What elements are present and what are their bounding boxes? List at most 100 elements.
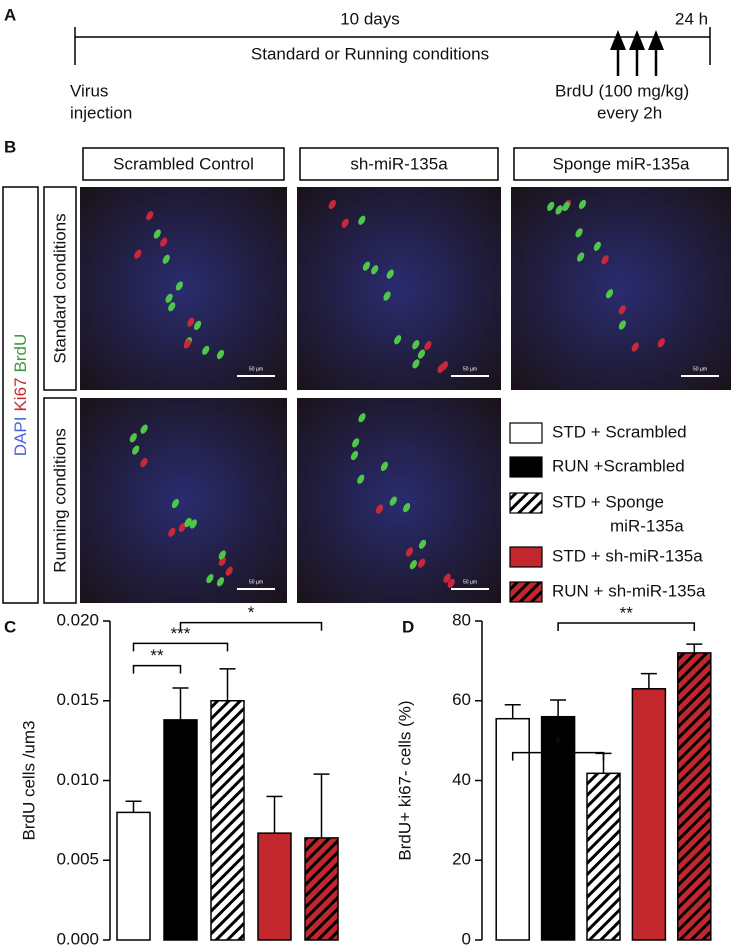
- cell: [371, 265, 379, 275]
- cell: [578, 199, 587, 209]
- cell: [601, 255, 609, 265]
- panel-letter: D: [402, 617, 414, 636]
- cell: [417, 349, 426, 359]
- significance-bracket: [557, 622, 696, 631]
- cell: [383, 291, 391, 301]
- row-label-box: [43, 397, 77, 604]
- y-tick-label: 60: [452, 690, 471, 709]
- cell: [405, 547, 414, 557]
- cell: [168, 302, 176, 312]
- cell: [447, 578, 455, 588]
- stain-name: Ki67: [11, 378, 30, 412]
- y-tick-label: 80: [452, 610, 471, 629]
- significance-label: **: [620, 603, 634, 622]
- brdu-arrows: [610, 30, 664, 76]
- cell: [216, 349, 225, 360]
- cell: [577, 252, 585, 262]
- cell: [153, 229, 161, 239]
- cell: [341, 218, 349, 228]
- cell: [225, 566, 233, 576]
- panel-letter: B: [4, 137, 16, 156]
- legend-label: STD + sh-miR-135a: [552, 546, 703, 565]
- legend-swatch: [509, 456, 543, 478]
- stain-name: DAPI: [11, 417, 30, 457]
- legend: STD + Scrambled RUN +Scrambled STD + Spong…: [509, 422, 706, 603]
- significance-bracket: [511, 751, 605, 761]
- cell: [362, 261, 371, 271]
- scale-label: 50 µm: [249, 579, 263, 585]
- scale-label: 50 µm: [693, 366, 707, 372]
- start-event: Virus: [70, 81, 108, 100]
- y-axis-label: BrdU+ ki67- cells (%): [395, 700, 414, 860]
- scale-label: 50 µm: [463, 366, 477, 372]
- bar: [586, 772, 621, 941]
- cell: [187, 317, 195, 327]
- cell: [547, 201, 555, 211]
- cell: [412, 359, 420, 369]
- cell: [178, 522, 186, 532]
- legend-swatch: [509, 546, 543, 568]
- stain-name: BrdU: [11, 334, 30, 373]
- y-tick-label: 0.005: [56, 850, 99, 869]
- cell: [132, 445, 140, 455]
- micrograph: [297, 398, 501, 603]
- cell: [175, 281, 184, 291]
- y-tick-label: 20: [452, 850, 471, 869]
- cell: [129, 433, 137, 443]
- stain-label: DAPI Ki67 BrdU: [11, 334, 30, 456]
- legend-swatch: [509, 581, 543, 603]
- cell: [386, 269, 394, 279]
- cell: [424, 340, 432, 351]
- cell: [618, 320, 627, 330]
- cell: [146, 211, 154, 221]
- cell: [409, 560, 417, 570]
- cell: [562, 201, 570, 212]
- cell: [358, 413, 366, 423]
- cell: [162, 254, 170, 264]
- column-header-box: [82, 147, 285, 181]
- y-axis-label: BrdU cells /um3: [19, 721, 38, 841]
- bar: [304, 837, 339, 941]
- scale-label: 50 µm: [249, 366, 263, 372]
- micrographs: Scrambled Control sh-miR-135a Sponge miR-1…: [2, 147, 731, 604]
- cell: [418, 539, 427, 549]
- cell: [189, 519, 197, 529]
- cell: [394, 335, 402, 345]
- scale-label: 50 µm: [463, 579, 477, 585]
- brdu-interval: every 2h: [597, 103, 662, 122]
- cell: [352, 438, 360, 448]
- legend-label: RUN +Scrambled: [552, 456, 685, 475]
- cell: [631, 342, 639, 352]
- cell: [160, 237, 168, 247]
- cell: [357, 474, 365, 484]
- row-label: Standard conditions: [50, 213, 69, 363]
- legend-label: miR-135a: [610, 516, 684, 535]
- bar: [163, 719, 198, 941]
- legend-swatch: [509, 492, 543, 514]
- cell: [575, 228, 583, 238]
- cell: [375, 504, 384, 514]
- cell: [206, 573, 214, 584]
- legend-label: STD + Sponge: [552, 492, 664, 511]
- cell: [216, 577, 225, 587]
- cell: [437, 363, 445, 374]
- cell: [555, 205, 563, 215]
- cell: [418, 558, 426, 568]
- row-label-box: [43, 186, 77, 391]
- cell: [657, 338, 665, 348]
- cell: [350, 450, 359, 461]
- brdu-dose: BrdU (100 mg/kg): [555, 81, 689, 100]
- column-header-box: [513, 147, 729, 181]
- y-tick-label: 0.000: [56, 929, 99, 948]
- cell: [202, 345, 210, 355]
- cell: [140, 424, 148, 434]
- legend-label: RUN + sh-miR-135a: [552, 581, 706, 600]
- bar: [257, 832, 292, 941]
- cell: [168, 527, 176, 537]
- bar: [631, 688, 667, 941]
- y-tick-label: 0.015: [56, 690, 99, 709]
- micrograph: [80, 398, 287, 603]
- cell: [171, 498, 180, 509]
- legend-label: STD + Scrambled: [552, 422, 687, 441]
